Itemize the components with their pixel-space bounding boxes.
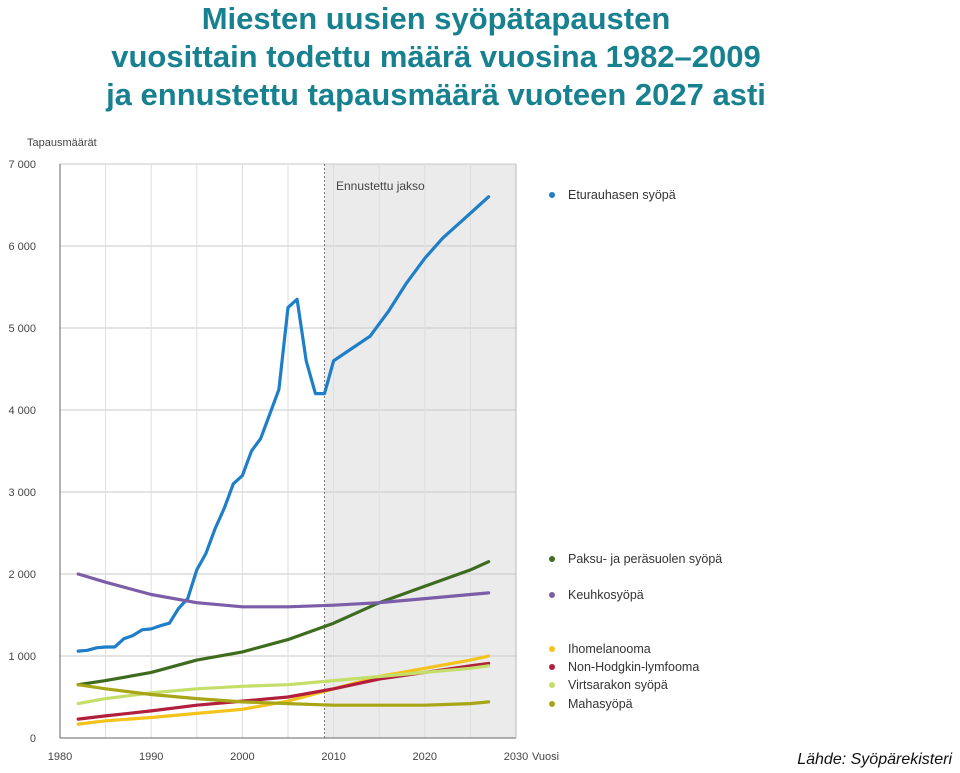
x-axis-label: Vuosi <box>532 751 559 763</box>
y-tick-label: 4 000 <box>8 405 36 417</box>
series-line <box>76 654 491 726</box>
series-line <box>76 195 491 653</box>
legend-label: Mahasyöpä <box>568 697 633 711</box>
y-tick-label: 1 000 <box>8 651 36 663</box>
x-tick-label: 2000 <box>230 751 254 763</box>
x-tick-label: 2030 <box>504 751 528 763</box>
y-tick-label: 5 000 <box>8 323 36 335</box>
y-tick-label: 0 <box>30 733 36 745</box>
legend-label: Ihomelanooma <box>568 642 651 656</box>
tick-labels: 0 1 000 2 000 3 000 4 000 5 000 6 000 7 000 1980… <box>8 159 528 763</box>
x-tick-label: 2010 <box>321 751 345 763</box>
y-tick-label: 2 000 <box>8 569 36 581</box>
series-line <box>76 683 491 707</box>
forecast-region <box>324 164 516 738</box>
x-tick-label: 2020 <box>413 751 437 763</box>
series-lines <box>76 195 491 726</box>
legend-marker <box>549 646 555 652</box>
legend-marker <box>549 682 555 688</box>
series-line <box>76 572 491 609</box>
legend-label: Keuhkosyöpä <box>568 588 644 602</box>
x-tick-label: 1980 <box>48 751 72 763</box>
title-line-3: ja ennustettu tapausmäärä vuoteen 2027 a… <box>106 77 766 112</box>
y-tick-label: 7 000 <box>8 159 36 171</box>
legend-marker <box>549 556 555 562</box>
chart-title: Miesten uusien syöpätapausten vuosittain… <box>0 0 872 114</box>
legend-label: Non-Hodgkin-lymfooma <box>568 660 699 674</box>
y-axis-label: Tapausmäärät <box>27 137 97 149</box>
forecast-label: Ennustettu jakso <box>336 179 425 193</box>
legend: Eturauhasen syöpä Paksu- ja peräsuolen sy… <box>549 188 722 711</box>
legend-label: Virtsarakon syöpä <box>568 678 668 692</box>
grid <box>60 163 516 738</box>
legend-marker <box>549 664 555 670</box>
series-line <box>76 664 491 706</box>
legend-marker <box>549 701 555 707</box>
legend-marker <box>549 592 555 598</box>
legend-label: Eturauhasen syöpä <box>568 188 676 202</box>
title-line-2: vuosittain todettu määrä vuosina 1982–20… <box>111 39 761 74</box>
x-tick-label: 1990 <box>139 751 163 763</box>
series-line <box>76 560 491 687</box>
source-note: Lähde: Syöpärekisteri <box>797 751 952 768</box>
y-tick-label: 3 000 <box>8 487 36 499</box>
title-line-1: Miesten uusien syöpätapausten <box>201 1 671 36</box>
axes <box>59 164 517 739</box>
y-tick-label: 6 000 <box>8 241 36 253</box>
legend-marker <box>549 192 555 198</box>
legend-label: Paksu- ja peräsuolen syöpä <box>568 552 722 566</box>
